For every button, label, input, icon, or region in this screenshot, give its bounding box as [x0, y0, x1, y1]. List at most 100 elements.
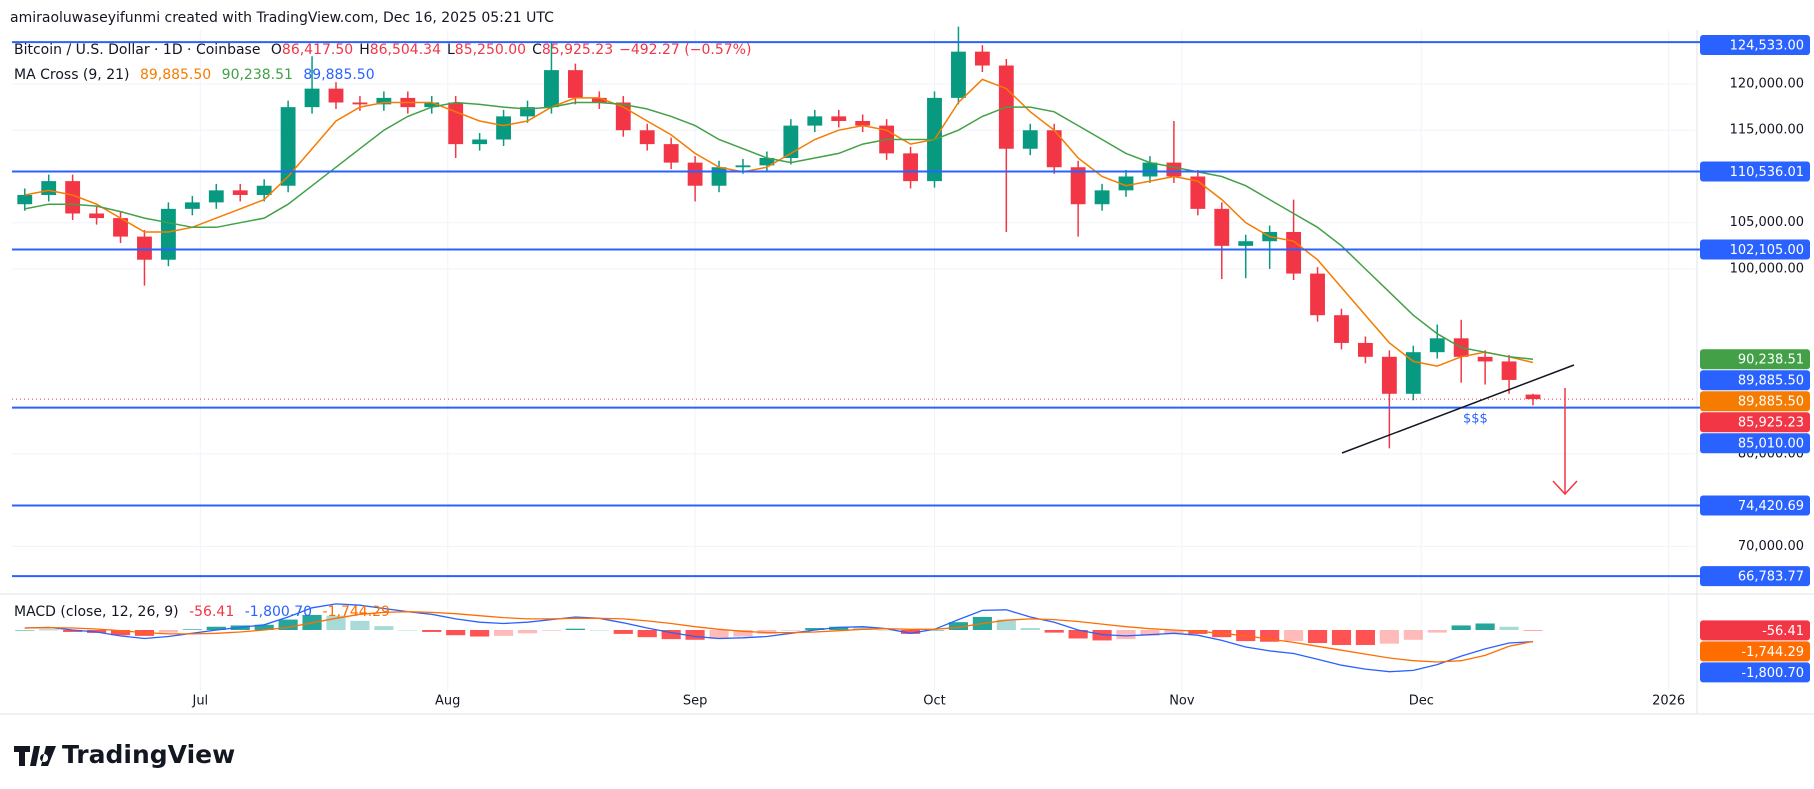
candle-body: [184, 202, 200, 209]
candle-body: [1405, 352, 1421, 394]
price-label: -56.41: [1762, 624, 1804, 639]
x-tick-label: 2026: [1652, 694, 1685, 709]
y-tick-label: 105,000.00: [1730, 215, 1804, 230]
candle-body: [65, 181, 81, 214]
price-label: 74,420.69: [1738, 499, 1804, 514]
candle-body: [1046, 130, 1062, 168]
histogram-bar: [948, 622, 969, 630]
histogram-bar: [1260, 630, 1280, 642]
candle-body: [1477, 356, 1493, 362]
ohlc-key: O: [270, 42, 282, 58]
histogram-bar: [709, 630, 729, 640]
price-label: 85,925.23: [1738, 416, 1804, 431]
candle-body: [1501, 361, 1517, 380]
histogram-bar: [158, 630, 178, 633]
ohlc-value: −492.27 (−0.57%): [619, 42, 752, 58]
histogram-bar: [350, 620, 370, 630]
legend-title: MA Cross (9, 21): [14, 67, 130, 83]
candle-body: [591, 97, 607, 103]
ma-legend: MA Cross (9, 21) 89,885.50 90,238.51 89,…: [14, 67, 381, 83]
candle-body: [807, 116, 823, 126]
histogram-bar: [996, 619, 1016, 630]
price-label-box: [1700, 239, 1810, 260]
histogram-bar: [39, 629, 59, 631]
price-legend: Bitcoin / U.S. Dollar · 1D · Coinbase O8…: [14, 42, 763, 58]
ohlc-value: 85,250.00: [454, 42, 527, 58]
candle-body: [256, 185, 272, 195]
histogram-bar: [182, 629, 202, 630]
price-label: 89,885.50: [1738, 395, 1804, 410]
histogram-bar: [446, 630, 466, 636]
price-label: 89,885.50: [1738, 374, 1804, 389]
ohlc: O86,417.50 H86,504.34 L85,250.00 C85,925.23…: [271, 42, 758, 58]
candle-body: [208, 190, 224, 203]
macd-legend: MACD (close, 12, 26, 9) -56.41 -1,800.70…: [14, 604, 396, 620]
macd-line: [24, 611, 1534, 663]
histogram-bar: [1499, 626, 1519, 630]
histogram-bar: [565, 628, 585, 630]
candle-body: [855, 121, 871, 126]
y-tick-label: 100,000.00: [1730, 261, 1804, 276]
candle-body: [1381, 356, 1397, 394]
price-label-box: [1700, 370, 1810, 391]
arrow-head: [1552, 480, 1578, 496]
histogram-bar: [1379, 630, 1399, 644]
histogram-bar: [589, 630, 609, 631]
candle-body: [759, 157, 775, 166]
legend-value: 90,238.51: [221, 67, 293, 83]
candle-body: [89, 213, 105, 219]
ohlc-value: 85,925.23: [541, 42, 614, 58]
histogram-bar: [1403, 630, 1423, 640]
candle-body: [1142, 162, 1158, 177]
price-label: 66,783.77: [1738, 570, 1804, 585]
y-tick-label: 120,000.00: [1730, 77, 1804, 92]
trend-line: [1341, 364, 1575, 454]
histogram-bar: [613, 630, 633, 634]
histogram-bar: [1284, 630, 1304, 642]
candle-body: [711, 167, 727, 186]
legend-title: Bitcoin / U.S. Dollar · 1D · Coinbase: [14, 42, 261, 58]
x-tick-label: Oct: [923, 694, 945, 709]
histogram-bar: [1307, 630, 1328, 644]
histogram-bar: [15, 630, 35, 631]
price-label: 90,238.51: [1738, 353, 1804, 368]
ohlc-value: 86,417.50: [281, 42, 354, 58]
candle-body: [544, 70, 559, 108]
legend-value: 89,885.50: [139, 67, 212, 83]
ohlc-key: L: [446, 42, 455, 58]
x-tick-label: Sep: [683, 694, 708, 709]
histogram-bar: [422, 630, 442, 632]
candle-body: [1429, 338, 1445, 353]
candle-body: [1238, 241, 1254, 246]
histogram-bar: [1068, 630, 1088, 639]
candle-body: [1118, 176, 1134, 191]
price-label-box: [1700, 566, 1810, 587]
histogram-bar: [374, 626, 394, 630]
candle-body: [496, 116, 511, 140]
x-tick-label: Aug: [435, 694, 460, 709]
histogram-bar: [278, 619, 298, 630]
annotation: $$$: [1463, 412, 1488, 427]
histogram-bar: [517, 630, 538, 634]
candle-body: [352, 102, 368, 105]
histogram-bar: [781, 630, 801, 631]
legend-value: 89,885.50: [303, 67, 375, 83]
histogram-bar: [1116, 630, 1136, 640]
price-label-box: [1700, 662, 1810, 683]
legend-title: MACD (close, 12, 26, 9): [14, 604, 179, 620]
price-label-box: [1700, 620, 1810, 641]
y-tick-label: 115,000.00: [1730, 123, 1804, 138]
logo-mark: [14, 746, 56, 766]
candle-body: [783, 125, 799, 158]
histogram-bar: [1427, 630, 1447, 633]
ohlc-key: C: [532, 42, 542, 58]
candle-body: [1358, 342, 1373, 357]
x-tick-label: Dec: [1409, 694, 1434, 709]
histogram-bar: [470, 630, 490, 637]
price-label: 124,533.00: [1730, 39, 1804, 54]
candle-body: [41, 181, 57, 195]
logo: [14, 746, 56, 766]
price-label-box: [1700, 391, 1810, 412]
